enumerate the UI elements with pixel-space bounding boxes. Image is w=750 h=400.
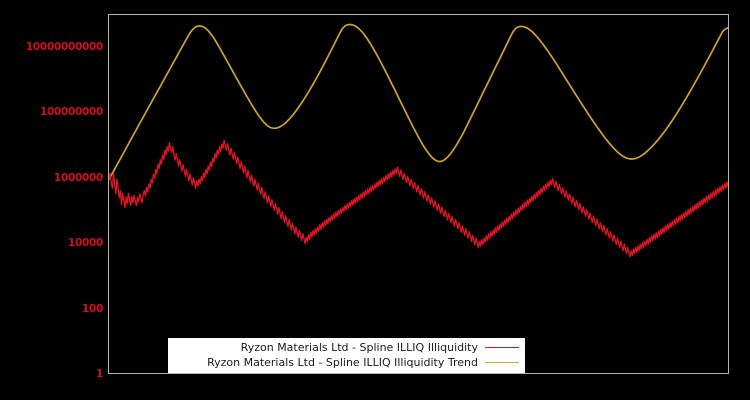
- legend-entry-illiquidity[interactable]: Ryzon Materials Ltd - Spline ILLIQ Illiq…: [168, 340, 525, 355]
- legend-swatch-illiquidity: [485, 347, 519, 348]
- y-axis-tick-label: 100000000: [39, 106, 103, 119]
- legend-label-trend: Ryzon Materials Ltd - Spline ILLIQ Illiq…: [207, 356, 478, 369]
- chart-legend: Ryzon Materials Ltd - Spline ILLIQ Illiq…: [168, 338, 525, 373]
- y-axis-tick-labels: 1 100 10000 1000000 100000000 10000000000: [0, 0, 103, 400]
- y-axis-tick-label: 10000000000: [25, 40, 103, 53]
- chart-canvas: [109, 23, 728, 258]
- series-line-illiquidity: [109, 139, 728, 258]
- legend-swatch-trend: [485, 362, 519, 363]
- legend-label-illiquidity: Ryzon Materials Ltd - Spline ILLIQ Illiq…: [240, 341, 478, 354]
- plot-area: [108, 14, 729, 374]
- series-line-trend: [109, 23, 728, 181]
- y-axis-tick-label: 100: [81, 302, 103, 315]
- legend-entry-trend[interactable]: Ryzon Materials Ltd - Spline ILLIQ Illiq…: [168, 355, 525, 370]
- series-group: [109, 23, 728, 258]
- y-axis-tick-label: 10000: [67, 237, 103, 250]
- y-axis-tick-label: 1: [95, 368, 103, 380]
- y-axis-tick-label: 1000000: [53, 171, 103, 184]
